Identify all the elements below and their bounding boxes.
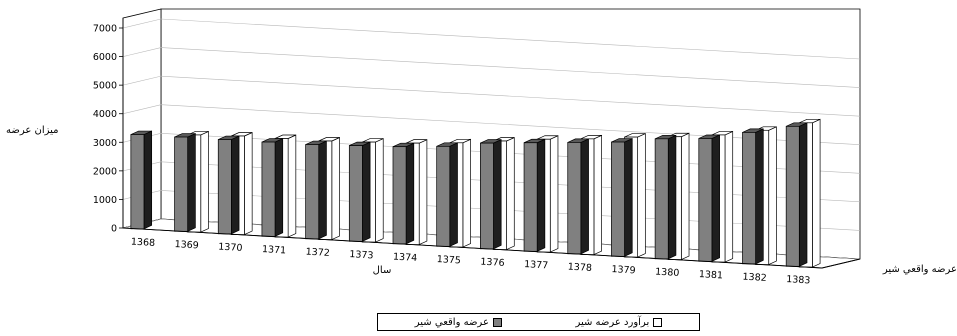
bar-actual — [698, 134, 720, 262]
x-tick-label: 1368 — [131, 237, 156, 249]
x-axis-title: سال — [373, 265, 392, 276]
gridline — [122, 18, 861, 60]
gridline — [122, 75, 861, 117]
y-tick-label: 2000 — [93, 166, 117, 177]
x-tick-label: 1378 — [567, 262, 592, 274]
bar-actual — [785, 122, 808, 267]
y-tick-label: 5000 — [93, 81, 117, 92]
legend-item-actual: عرضه واقعي شير — [415, 317, 502, 328]
y-tick-label: 7000 — [93, 24, 117, 35]
depth-axis-title: عرضه واقعي شير — [882, 264, 957, 275]
legend-swatch-estimate — [653, 317, 663, 327]
y-tick-label: 3000 — [93, 138, 117, 149]
y-tick-label: 6000 — [93, 52, 117, 63]
bar-actual — [654, 134, 677, 260]
x-tick-label: 1375 — [436, 254, 461, 266]
x-tick-label: 1382 — [742, 272, 767, 284]
x-tick-label: 1381 — [699, 269, 724, 281]
x-tick-label: 1370 — [218, 242, 243, 254]
bar-actual — [523, 138, 546, 252]
legend-label-estimate: برآورد عرضه شير — [575, 316, 650, 328]
axes: 0 1000 2000 3000 4000 5000 6000 7000 1368 1369 137… — [93, 18, 861, 286]
bar-actual — [611, 137, 633, 257]
x-tick-label: 1377 — [524, 259, 549, 271]
y-tick-label: 4000 — [93, 109, 117, 120]
y-tick-label: 1000 — [93, 195, 117, 206]
bar-actual — [174, 132, 196, 232]
x-tick-label: 1374 — [393, 252, 418, 264]
x-tick-label: 1373 — [349, 249, 374, 261]
bar-actual — [130, 130, 153, 230]
y-axis-title: ميزان عرضه — [6, 125, 59, 136]
y-tick-label: 0 — [111, 224, 117, 235]
x-tick-label: 1380 — [655, 267, 680, 279]
x-tick-label: 1379 — [611, 264, 636, 276]
bar-actual — [217, 135, 240, 235]
legend-swatch-actual — [492, 317, 502, 327]
bar-actual — [261, 137, 284, 237]
gridline — [122, 47, 861, 88]
x-tick-label: 1376 — [480, 257, 505, 269]
legend: برآورد عرضه شير عرضه واقعي شير — [377, 313, 700, 331]
bar-actual — [742, 128, 764, 265]
x-tick-label: 1383 — [786, 274, 811, 286]
bar-actual — [392, 142, 415, 245]
x-tick-label: 1372 — [305, 247, 330, 259]
x-axis-line — [122, 227, 823, 269]
bar-actual — [567, 138, 589, 255]
gridline — [122, 104, 861, 146]
legend-label-actual: عرضه واقعي شير — [414, 316, 489, 328]
bar-actual — [348, 141, 371, 242]
bar-actual — [436, 142, 458, 247]
bar-actual — [305, 140, 327, 240]
x-tick-label: 1371 — [262, 244, 287, 256]
x-tick-label: 1369 — [174, 239, 199, 251]
chart: 0 1000 2000 3000 4000 5000 6000 7000 1368 1369 137… — [6, 8, 957, 286]
depth-axis-line — [821, 258, 861, 269]
bar-actual — [480, 139, 502, 250]
legend-item-estimate: برآورد عرضه شير — [575, 316, 663, 328]
